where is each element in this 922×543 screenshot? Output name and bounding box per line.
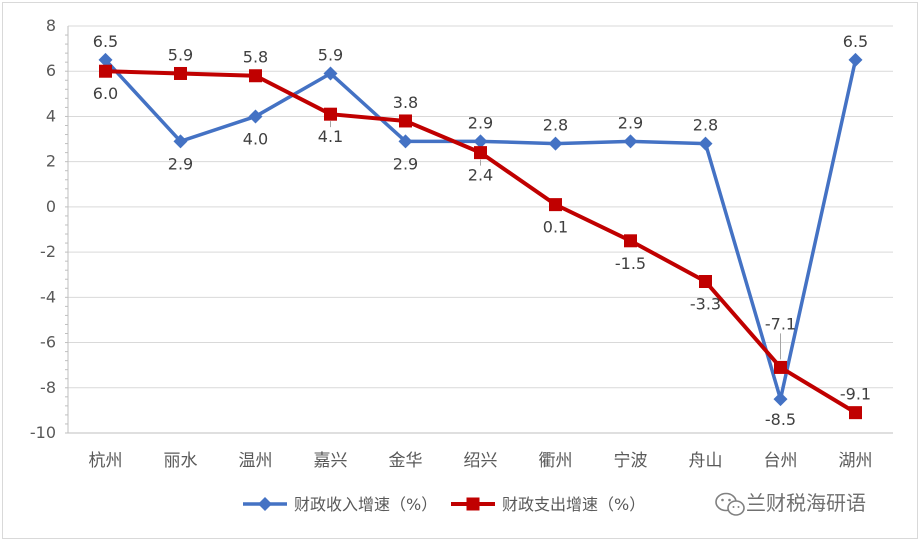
diamond-marker bbox=[98, 52, 113, 67]
data-label: 2.9 bbox=[618, 113, 643, 132]
diamond-marker bbox=[173, 134, 188, 149]
data-label: 5.8 bbox=[243, 48, 268, 67]
square-marker bbox=[474, 146, 487, 160]
data-label: -8.5 bbox=[765, 410, 796, 429]
data-labels: 6.5 2.9 4.0 5.9 2.9 2.9 2.8 2.9 2.8 -8.5 6.5 6.0 5.9… bbox=[93, 32, 871, 429]
data-label: 3.8 bbox=[393, 93, 418, 112]
square-marker bbox=[849, 406, 862, 420]
diamond-marker bbox=[248, 109, 263, 124]
data-label: 2.9 bbox=[468, 113, 493, 132]
y-tick-label: -6 bbox=[40, 333, 56, 352]
data-label: 6.5 bbox=[93, 32, 118, 51]
square-marker bbox=[174, 66, 187, 80]
square-marker bbox=[624, 234, 637, 248]
data-label: 4.1 bbox=[318, 127, 343, 146]
diamond-marker bbox=[773, 392, 788, 407]
y-tick-label: 8 bbox=[46, 16, 56, 35]
wechat-icon bbox=[715, 492, 745, 516]
data-label: 6.0 bbox=[93, 84, 118, 103]
data-label: -3.3 bbox=[690, 295, 721, 314]
legend-square-marker bbox=[466, 497, 480, 511]
data-label: 2.9 bbox=[168, 154, 193, 173]
square-marker bbox=[699, 275, 712, 289]
data-label: 4.0 bbox=[243, 129, 268, 148]
x-tick-label: 杭州 bbox=[89, 451, 123, 471]
square-marker bbox=[249, 69, 262, 83]
y-tick-label: 6 bbox=[46, 61, 56, 80]
data-label: 2.4 bbox=[468, 166, 493, 185]
data-label: -1.5 bbox=[615, 254, 646, 273]
legend-label: 财政收入增速（%） bbox=[294, 495, 437, 514]
x-tick-label: 金华 bbox=[389, 451, 423, 471]
y-tick-label: 4 bbox=[46, 106, 56, 125]
data-label: 2.8 bbox=[543, 116, 568, 135]
diamond-marker bbox=[323, 66, 338, 81]
data-label: -9.1 bbox=[840, 385, 871, 404]
gridlines bbox=[68, 25, 893, 389]
x-tick-label: 温州 bbox=[239, 451, 273, 471]
x-tick-label: 舟山 bbox=[689, 451, 723, 471]
watermark: 兰财税海研语 bbox=[715, 491, 866, 516]
data-label: 6.5 bbox=[843, 32, 868, 51]
x-tick-label: 嘉兴 bbox=[314, 451, 348, 471]
square-marker bbox=[774, 360, 787, 374]
line-chart: 8 6 4 2 0 -2 -4 -6 -8 -10 杭州 丽水 温州 嘉兴 金华 绍兴 衢州 宁波 舟山 台州 湖州 6… bbox=[30, 16, 893, 516]
y-tick-label: -10 bbox=[30, 423, 56, 442]
diamond-marker bbox=[848, 52, 863, 67]
x-tick-label: 湖州 bbox=[839, 451, 873, 471]
series-layer bbox=[98, 52, 863, 420]
square-marker bbox=[99, 64, 112, 78]
data-label: 2.9 bbox=[393, 154, 418, 173]
legend-diamond-marker bbox=[258, 497, 272, 511]
square-marker bbox=[399, 114, 412, 128]
data-label: -7.1 bbox=[765, 314, 796, 333]
y-tick-label: 2 bbox=[46, 152, 56, 171]
y-tick-label: 0 bbox=[46, 197, 56, 216]
axes: 8 6 4 2 0 -2 -4 -6 -8 -10 杭州 丽水 温州 嘉兴 金华 绍兴 衢州 宁波 舟山 台州 湖州 bbox=[30, 16, 893, 471]
y-tick-label: -2 bbox=[40, 242, 56, 261]
diamond-marker bbox=[398, 134, 413, 149]
diamond-marker bbox=[623, 134, 638, 149]
data-label: 5.9 bbox=[168, 45, 193, 64]
x-tick-label: 宁波 bbox=[614, 451, 648, 471]
square-marker bbox=[549, 198, 562, 212]
legend-item-0: 财政收入增速（%） bbox=[243, 495, 437, 514]
data-label: 2.8 bbox=[693, 116, 718, 135]
square-marker bbox=[324, 107, 337, 121]
data-label: 0.1 bbox=[543, 218, 568, 237]
x-tick-label: 绍兴 bbox=[464, 451, 498, 471]
legend-item-1: 财政支出增速（%） bbox=[451, 495, 645, 514]
diamond-marker bbox=[473, 134, 488, 149]
legend-label: 财政支出增速（%） bbox=[502, 495, 645, 514]
legend: 财政收入增速（%） 财政支出增速（%） bbox=[243, 495, 645, 514]
diamond-marker bbox=[698, 136, 713, 151]
x-tick-label: 衢州 bbox=[539, 450, 573, 471]
x-tick-label: 台州 bbox=[764, 451, 798, 471]
x-tick-label: 丽水 bbox=[164, 451, 198, 471]
diamond-marker bbox=[548, 136, 563, 151]
data-label: 5.9 bbox=[318, 45, 343, 64]
watermark-text: 兰财税海研语 bbox=[746, 491, 866, 515]
series-line-0 bbox=[104, 58, 858, 401]
y-tick-label: -8 bbox=[40, 378, 56, 397]
y-tick-label: -4 bbox=[40, 287, 56, 306]
